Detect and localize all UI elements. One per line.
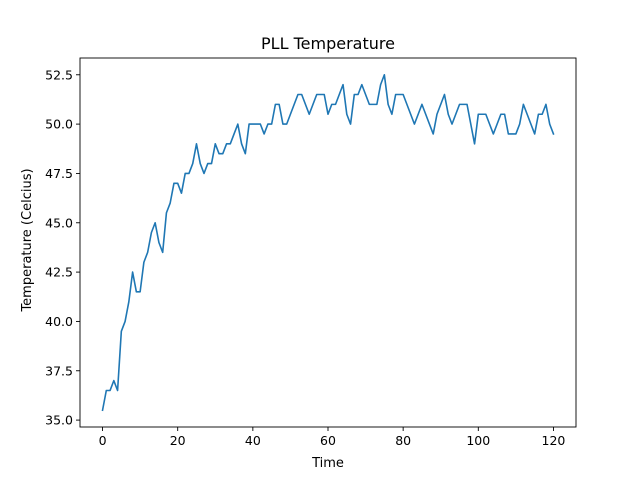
x-tick-label: 20 xyxy=(170,433,186,448)
y-axis-label: Temperature (Celcius) xyxy=(20,168,35,312)
y-tick-label: 47.5 xyxy=(45,166,73,181)
x-tick-label: 100 xyxy=(466,433,490,448)
series-line-0 xyxy=(101,73,555,412)
y-tick-label: 35.0 xyxy=(45,413,73,428)
y-tick-label: 40.0 xyxy=(45,314,73,329)
y-tick-label: 42.5 xyxy=(45,265,73,280)
x-tick-label: 0 xyxy=(99,433,107,448)
y-tick-label: 45.0 xyxy=(45,215,73,230)
x-tick-label: 120 xyxy=(542,433,566,448)
x-tick-label: 80 xyxy=(395,433,411,448)
y-tick-label: 52.5 xyxy=(45,67,73,82)
y-tick-label: 37.5 xyxy=(45,363,73,378)
x-axis-label: Time xyxy=(311,456,344,471)
x-tick-label: 60 xyxy=(320,433,336,448)
y-tick-label: 50.0 xyxy=(45,117,73,132)
x-tick-label: 40 xyxy=(245,433,261,448)
plot-area: 0 20 40 60 80 100 120 35.0 37.5 40.0 42.5 45.0 47.5 5… xyxy=(45,57,577,448)
chart-title: PLL Temperature xyxy=(261,34,395,53)
